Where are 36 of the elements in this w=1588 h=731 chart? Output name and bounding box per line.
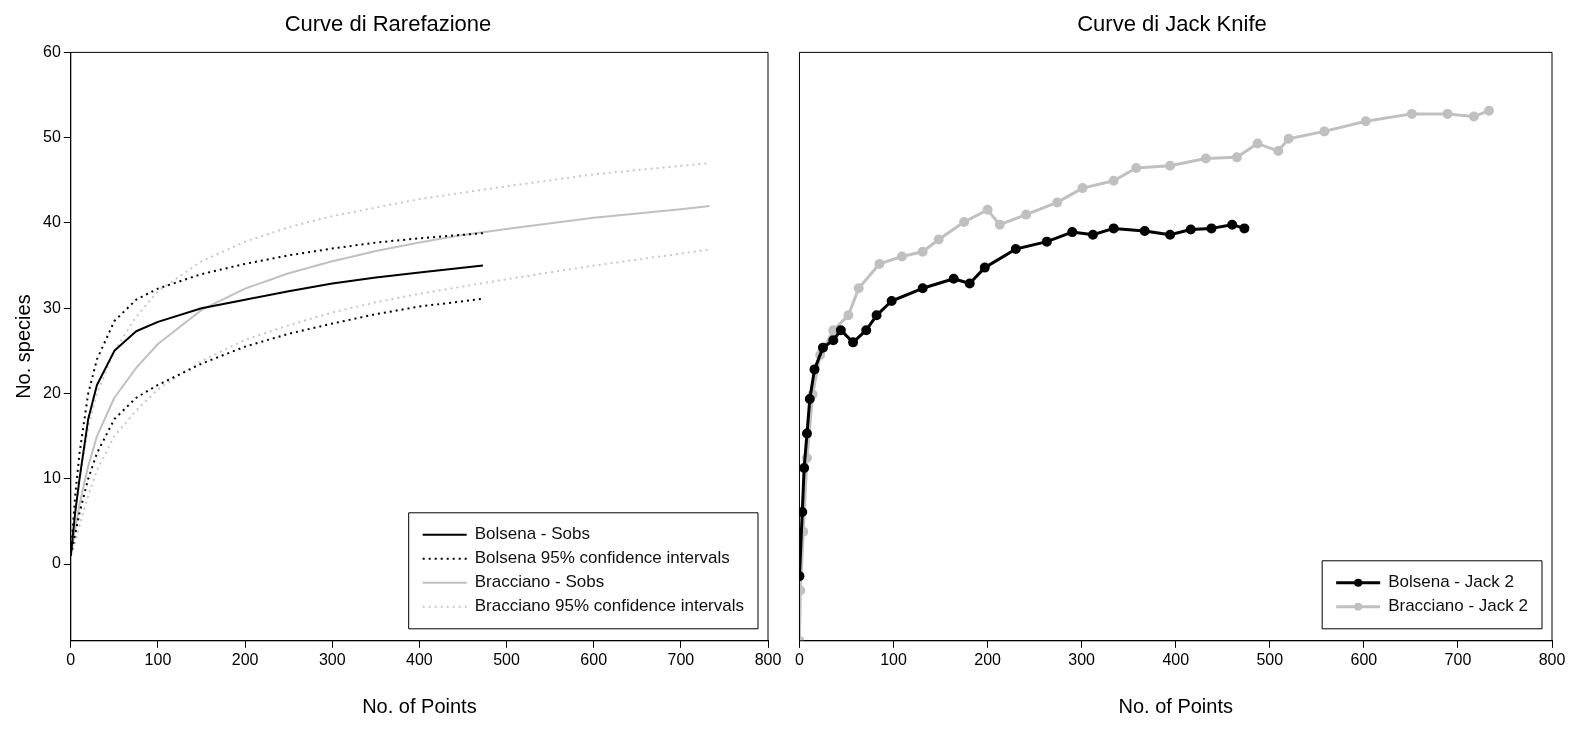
x-tick-label: 200 — [231, 650, 259, 668]
x-tick-label: 100 — [144, 650, 172, 668]
x-axis-title: No. of Points — [1118, 694, 1233, 717]
x-tick-label: 0 — [795, 650, 804, 668]
legend-label: Bolsena 95% confidence intervals — [474, 548, 730, 568]
chart-title: Curve di Rarefazione — [284, 11, 492, 37]
y-tick-label: 0 — [51, 554, 61, 572]
x-tick-label: 100 — [880, 650, 907, 668]
y-tick-label: 50 — [43, 128, 61, 146]
x-axis-title: No. of Points — [362, 694, 477, 717]
y-tick-label: 10 — [43, 469, 61, 487]
chart-title: Curve di Jack Knife — [1077, 11, 1267, 37]
y-axis-title: No. species — [11, 294, 34, 399]
x-tick-label: 500 — [493, 650, 520, 668]
x-tick-label: 0 — [66, 650, 76, 668]
y-tick-label: 30 — [43, 298, 61, 316]
x-tick-label: 800 — [754, 650, 782, 668]
x-tick-label: 300 — [318, 650, 346, 668]
x-tick-label: 700 — [667, 650, 695, 668]
y-tick-label: 20 — [43, 383, 61, 401]
y-tick-label: 40 — [43, 213, 61, 231]
legend-label: Bolsena - Sobs — [474, 524, 590, 544]
legend-label: Bracciano - Jack 2 — [1388, 596, 1529, 616]
legend-label: Bolsena - Jack 2 — [1388, 572, 1514, 592]
x-tick-label: 800 — [1538, 650, 1566, 668]
x-tick-label: 400 — [406, 650, 433, 668]
x-tick-label: 500 — [1256, 650, 1284, 668]
x-tick-label: 700 — [1444, 650, 1472, 668]
x-tick-label: 200 — [974, 650, 1002, 668]
x-tick-label: 600 — [580, 650, 608, 668]
legend-label: Bracciano 95% confidence intervals — [474, 596, 745, 616]
x-tick-label: 400 — [1162, 650, 1190, 668]
legend-label: Bracciano - Sobs — [474, 572, 605, 592]
x-tick-label: 600 — [1350, 650, 1378, 668]
x-tick-label: 300 — [1068, 650, 1096, 668]
y-tick-label: 60 — [43, 42, 61, 60]
